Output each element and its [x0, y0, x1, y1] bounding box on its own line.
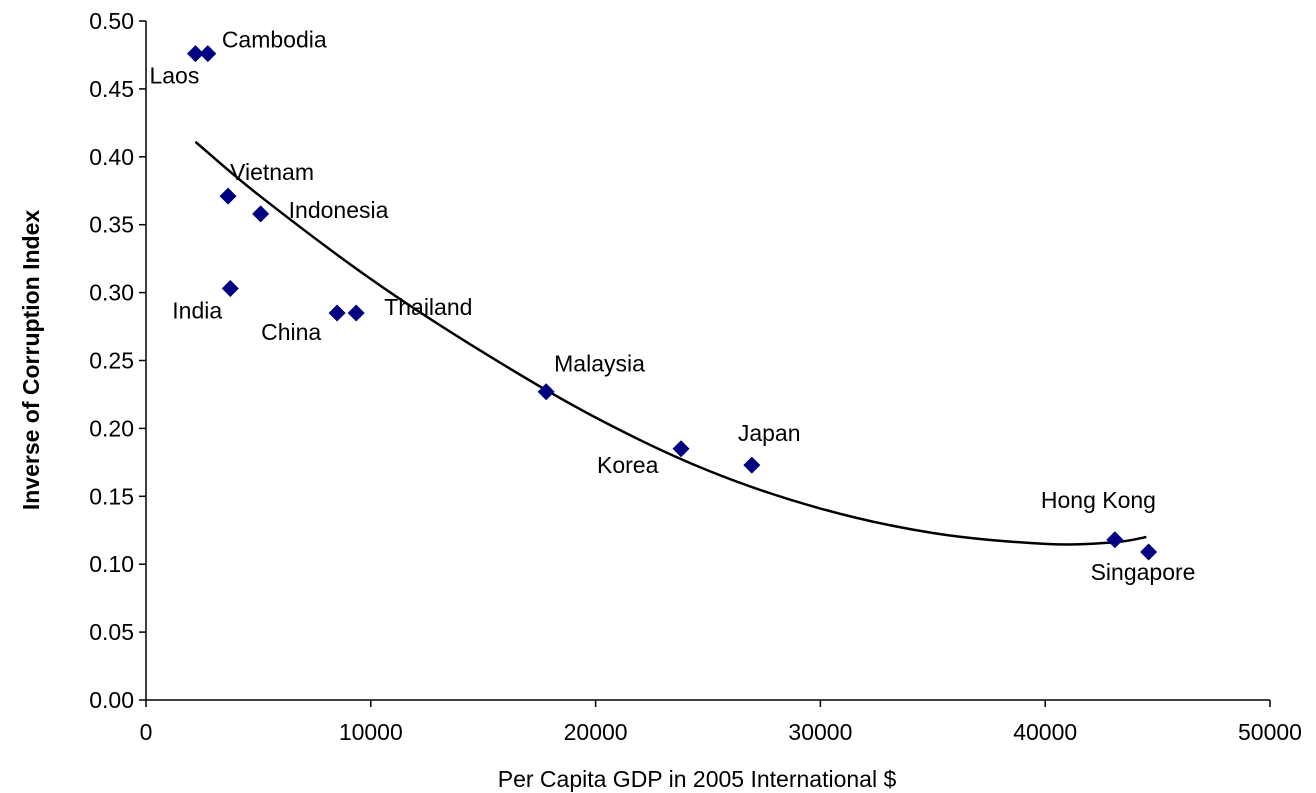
y-tick-label: 0.05 [89, 619, 134, 645]
y-tick-label: 0.30 [89, 280, 134, 306]
point-thailand [347, 304, 365, 322]
x-tick-label: 40000 [1013, 719, 1077, 745]
x-tick-label: 0 [140, 719, 153, 745]
label-hong-kong: Hong Kong [1041, 487, 1156, 513]
point-india [221, 280, 239, 298]
y-tick-label: 0.10 [89, 551, 134, 577]
point-cambodia [199, 45, 217, 63]
label-korea: Korea [597, 452, 659, 478]
point-laos [186, 45, 204, 63]
y-tick-label: 0.15 [89, 483, 134, 509]
label-india: India [172, 298, 222, 324]
x-axis-title: Per Capita GDP in 2005 International $ [498, 766, 897, 792]
trendline [194, 140, 1147, 546]
x-tick-label: 30000 [788, 719, 852, 745]
y-tick-label: 0.45 [89, 76, 134, 102]
point-japan [743, 456, 761, 474]
label-indonesia: Indonesia [289, 197, 389, 223]
point-malaysia [537, 383, 555, 401]
label-singapore: Singapore [1091, 559, 1196, 585]
y-axis-title: Inverse of Corruption Index [18, 210, 44, 511]
label-vietnam: Vietnam [230, 159, 314, 185]
axes [145, 21, 1270, 701]
label-thailand: Thailand [384, 294, 472, 320]
label-laos: Laos [149, 63, 199, 89]
y-tick-label: 0.50 [89, 8, 134, 34]
y-tick-label: 0.00 [89, 687, 134, 713]
point-china [328, 304, 346, 322]
label-china: China [261, 319, 321, 345]
point-labels: Laos Cambodia Vietnam Indonesia India China Th… [149, 27, 1195, 585]
point-hong-kong [1106, 531, 1124, 549]
label-cambodia: Cambodia [222, 27, 327, 53]
x-tick-label: 50000 [1238, 719, 1302, 745]
point-vietnam [219, 187, 237, 205]
x-tick-label: 10000 [339, 719, 403, 745]
label-malaysia: Malaysia [554, 351, 645, 377]
point-singapore [1140, 543, 1158, 561]
point-indonesia [252, 205, 270, 223]
y-ticks: 0.00 0.05 0.10 0.15 0.20 0.25 0.30 0.35 0.40 0.45… [89, 8, 146, 713]
y-tick-label: 0.25 [89, 348, 134, 374]
x-ticks: 0 10000 20000 30000 40000 50000 [140, 700, 1302, 745]
y-tick-label: 0.20 [89, 415, 134, 441]
data-points [186, 45, 1158, 561]
y-tick-label: 0.40 [89, 144, 134, 170]
label-japan: Japan [738, 420, 801, 446]
y-tick-label: 0.35 [89, 212, 134, 238]
point-korea [672, 440, 690, 458]
x-tick-label: 20000 [564, 719, 628, 745]
